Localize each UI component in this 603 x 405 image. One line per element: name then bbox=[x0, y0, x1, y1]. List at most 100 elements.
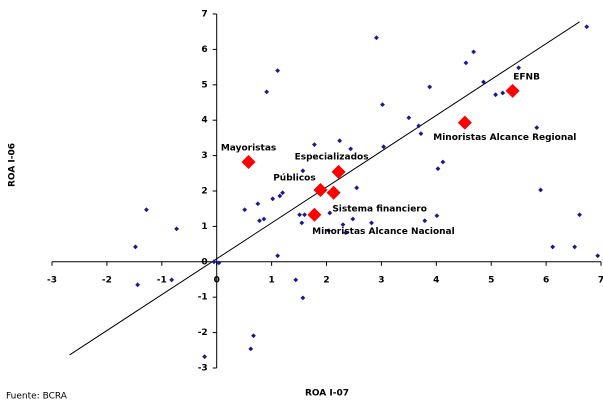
y-tick-label: -3 bbox=[198, 364, 208, 374]
bank-point bbox=[354, 185, 360, 191]
bank-point bbox=[350, 216, 356, 222]
bank-point bbox=[471, 49, 477, 55]
group-point bbox=[457, 115, 472, 130]
y-tick-label: 4 bbox=[201, 116, 207, 126]
bank-point bbox=[174, 226, 180, 232]
bank-point bbox=[255, 201, 261, 207]
x-tick-label: 0 bbox=[214, 275, 220, 285]
bank-point bbox=[270, 196, 276, 202]
x-axis-label: ROA I-07 bbox=[305, 389, 349, 399]
bank-point bbox=[434, 213, 440, 219]
bank-point bbox=[416, 123, 422, 129]
point-label: Minoristas Alcance Regional bbox=[433, 133, 576, 143]
bank-point bbox=[435, 166, 441, 172]
group-point bbox=[326, 185, 341, 200]
bank-point bbox=[302, 212, 307, 218]
point-label: Especializados bbox=[295, 152, 369, 162]
bank-point bbox=[493, 92, 498, 98]
bank-point bbox=[418, 131, 424, 137]
y-axis-label: ROA I-06 bbox=[8, 143, 18, 187]
bank-point bbox=[500, 90, 506, 96]
point-label: Mayoristas bbox=[221, 143, 276, 153]
group-point bbox=[331, 164, 346, 179]
bank-point bbox=[202, 354, 208, 360]
x-tick-label: 1 bbox=[268, 275, 274, 285]
bank-point bbox=[534, 125, 540, 131]
bank-point bbox=[312, 142, 317, 148]
bank-point bbox=[463, 60, 469, 66]
x-tick-label: -2 bbox=[102, 275, 112, 285]
point-label: EFNB bbox=[513, 72, 540, 82]
bank-point bbox=[584, 24, 590, 30]
x-tick-label: 3 bbox=[378, 275, 384, 285]
y-tick-label: 0 bbox=[201, 257, 207, 267]
bank-point bbox=[144, 207, 149, 213]
bank-point bbox=[299, 220, 305, 226]
group-point bbox=[505, 83, 520, 98]
bank-point bbox=[369, 220, 374, 226]
bank-point bbox=[337, 138, 343, 144]
x-tick-label: 2 bbox=[323, 275, 329, 285]
bank-point bbox=[297, 212, 302, 218]
bank-point bbox=[216, 260, 222, 266]
bank-point bbox=[550, 244, 556, 250]
group-point bbox=[307, 207, 322, 222]
bank-point bbox=[440, 159, 446, 165]
x-tick-label: 7 bbox=[598, 275, 603, 285]
bank-point bbox=[300, 168, 306, 174]
bank-point bbox=[380, 102, 385, 108]
point-label: Sistema financiero bbox=[332, 204, 427, 214]
bank-point bbox=[277, 193, 283, 199]
bank-point bbox=[406, 115, 412, 121]
bank-point bbox=[595, 253, 601, 259]
bank-point bbox=[257, 218, 262, 224]
bank-point bbox=[516, 65, 522, 71]
bank-point bbox=[343, 230, 349, 236]
y-tick-label: -2 bbox=[198, 328, 208, 338]
x-tick-label: 4 bbox=[433, 275, 439, 285]
source: Fuente: BCRA bbox=[6, 392, 68, 402]
bank-point bbox=[251, 333, 256, 339]
x-tick-label: -1 bbox=[157, 275, 167, 285]
group-point bbox=[241, 154, 256, 169]
y-tick-label: 5 bbox=[201, 80, 207, 90]
bank-point bbox=[248, 346, 254, 352]
bank-point bbox=[135, 282, 141, 288]
point-label: Públicos bbox=[273, 173, 316, 183]
y-tick-label: 3 bbox=[201, 151, 207, 161]
bank-point bbox=[481, 79, 486, 85]
bank-point bbox=[374, 35, 379, 41]
y-tick-label: 1 bbox=[201, 222, 207, 232]
x-tick-label: 6 bbox=[543, 275, 549, 285]
bank-point bbox=[427, 84, 433, 90]
bank-point bbox=[422, 218, 428, 224]
bank-point bbox=[169, 277, 175, 283]
group-point bbox=[313, 182, 328, 197]
y-tick-label: -1 bbox=[198, 293, 208, 303]
bank-point bbox=[264, 89, 270, 95]
y-tick-label: 6 bbox=[201, 45, 207, 55]
bank-point bbox=[293, 277, 299, 283]
y-tick-label: 7 bbox=[201, 10, 207, 20]
bank-point bbox=[280, 190, 285, 196]
bank-point bbox=[242, 207, 248, 213]
bank-point bbox=[340, 222, 346, 228]
bank-point bbox=[577, 212, 582, 218]
bank-point bbox=[133, 244, 138, 250]
bank-point bbox=[275, 68, 281, 74]
y-tick-label: 2 bbox=[201, 187, 207, 197]
bank-point bbox=[326, 228, 332, 234]
bank-point bbox=[261, 216, 267, 222]
bank-point bbox=[538, 187, 544, 193]
bank-point bbox=[572, 244, 578, 250]
bank-point bbox=[348, 146, 354, 152]
bank-point bbox=[300, 295, 306, 301]
point-label: Minoristas Alcance Nacional bbox=[312, 227, 455, 237]
x-tick-label: -3 bbox=[47, 275, 57, 285]
bank-point bbox=[327, 210, 333, 216]
x-tick-label: 5 bbox=[488, 275, 494, 285]
bank-point bbox=[275, 253, 281, 259]
bank-point bbox=[211, 259, 217, 265]
bank-point bbox=[381, 144, 386, 150]
